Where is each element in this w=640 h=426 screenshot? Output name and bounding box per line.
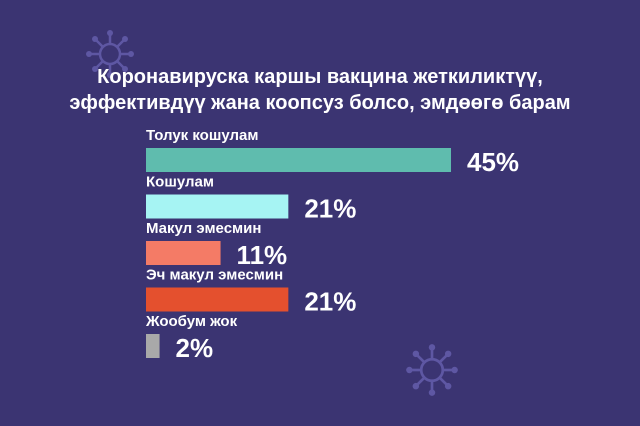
- virus-icon: [406, 344, 458, 396]
- virus-icon: [86, 30, 134, 78]
- bar: [146, 287, 289, 312]
- bar: [146, 241, 221, 265]
- chart-title-line-2: эффективдүү жана коопсуз болсо, эмдөөгө …: [69, 92, 571, 114]
- category-label: Эч макул эмесмин: [146, 267, 283, 284]
- value-label: 21%: [304, 287, 356, 317]
- bar: [146, 334, 160, 358]
- category-label: Кошулам: [146, 174, 214, 191]
- category-label: Макул эмесмин: [146, 220, 261, 237]
- value-label: 21%: [304, 194, 356, 224]
- chart-title: Коронавируска каршы вакцина жеткиликтүү,…: [0, 64, 640, 116]
- value-label: 2%: [176, 333, 214, 363]
- category-label: Жообум жок: [145, 313, 238, 330]
- value-label: 11%: [237, 240, 288, 270]
- bar: [146, 194, 289, 219]
- category-label: Толук кошулам: [146, 127, 258, 144]
- value-label: 45%: [467, 147, 519, 177]
- bar: [146, 148, 451, 172]
- chart-title-line-1: Коронавируска каршы вакцина жеткиликтүү,: [97, 66, 543, 88]
